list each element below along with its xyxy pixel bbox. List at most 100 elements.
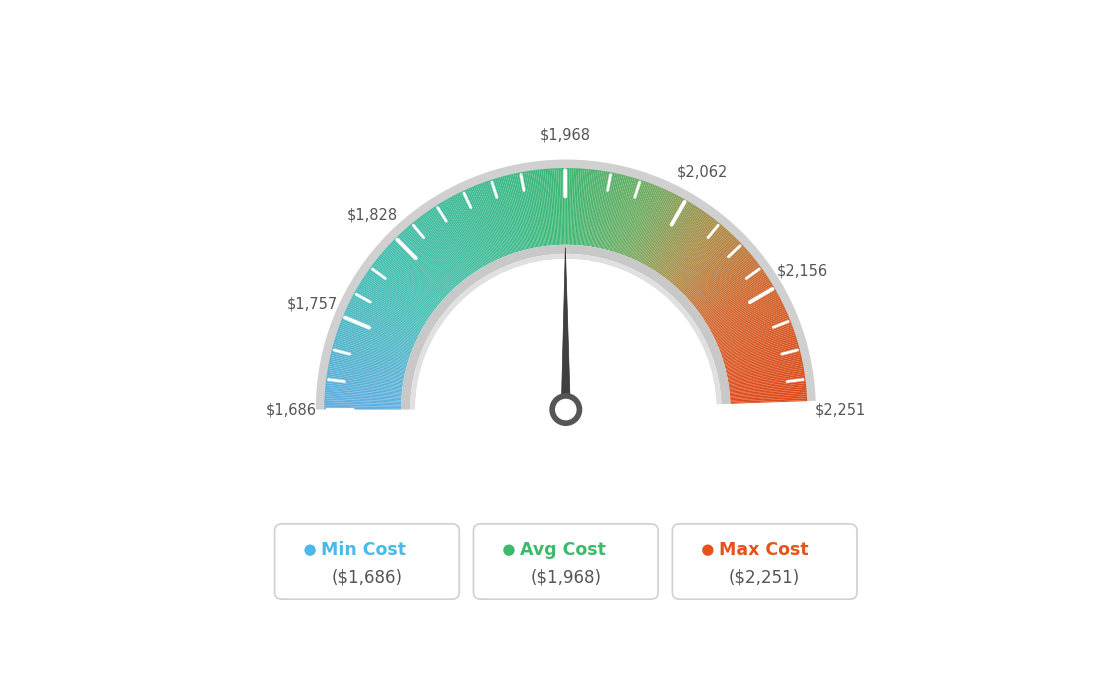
- Wedge shape: [640, 195, 677, 264]
- Wedge shape: [715, 308, 786, 342]
- Wedge shape: [712, 298, 781, 335]
- Wedge shape: [703, 275, 767, 319]
- Wedge shape: [552, 168, 558, 245]
- Wedge shape: [328, 366, 404, 381]
- Wedge shape: [585, 170, 596, 246]
- Wedge shape: [617, 180, 643, 253]
- Wedge shape: [590, 170, 602, 246]
- Wedge shape: [721, 326, 793, 354]
- Wedge shape: [513, 173, 531, 248]
- Wedge shape: [707, 284, 773, 324]
- Wedge shape: [611, 177, 634, 251]
- Wedge shape: [365, 274, 429, 318]
- Wedge shape: [388, 246, 445, 299]
- Wedge shape: [616, 179, 640, 253]
- Wedge shape: [705, 280, 771, 322]
- Wedge shape: [699, 266, 761, 313]
- Wedge shape: [509, 175, 529, 249]
- FancyBboxPatch shape: [474, 524, 658, 599]
- Wedge shape: [592, 171, 605, 247]
- Wedge shape: [378, 257, 438, 306]
- Wedge shape: [521, 172, 537, 248]
- Wedge shape: [442, 201, 482, 268]
- Wedge shape: [465, 190, 498, 260]
- Wedge shape: [692, 254, 752, 304]
- Wedge shape: [698, 264, 760, 312]
- Wedge shape: [423, 214, 469, 277]
- Wedge shape: [626, 185, 657, 257]
- Text: Max Cost: Max Cost: [719, 541, 808, 559]
- Wedge shape: [341, 319, 413, 349]
- Wedge shape: [431, 209, 475, 273]
- Wedge shape: [397, 235, 452, 291]
- Wedge shape: [503, 176, 524, 250]
- Wedge shape: [637, 192, 672, 262]
- Wedge shape: [386, 247, 444, 299]
- Wedge shape: [608, 176, 629, 250]
- Wedge shape: [327, 373, 403, 386]
- Wedge shape: [728, 364, 804, 380]
- Wedge shape: [328, 364, 404, 380]
- Wedge shape: [721, 330, 794, 356]
- Wedge shape: [337, 331, 410, 357]
- Wedge shape: [570, 168, 573, 245]
- Wedge shape: [614, 179, 638, 253]
- Wedge shape: [625, 184, 655, 256]
- Wedge shape: [670, 222, 720, 283]
- Wedge shape: [379, 255, 438, 306]
- Wedge shape: [477, 184, 507, 256]
- Wedge shape: [638, 193, 673, 262]
- Wedge shape: [687, 246, 744, 299]
- Wedge shape: [495, 178, 519, 252]
- Wedge shape: [340, 322, 412, 351]
- Wedge shape: [400, 233, 453, 290]
- Wedge shape: [331, 349, 406, 370]
- Wedge shape: [710, 292, 777, 330]
- Wedge shape: [634, 190, 667, 260]
- Wedge shape: [455, 195, 491, 264]
- Wedge shape: [709, 288, 776, 328]
- Wedge shape: [410, 254, 722, 410]
- Wedge shape: [730, 383, 806, 393]
- Wedge shape: [420, 217, 467, 279]
- Wedge shape: [729, 372, 805, 385]
- Wedge shape: [704, 279, 769, 322]
- Wedge shape: [645, 198, 683, 266]
- Wedge shape: [375, 260, 436, 308]
- Wedge shape: [679, 233, 732, 290]
- Wedge shape: [696, 262, 757, 310]
- Wedge shape: [716, 310, 787, 343]
- Text: Avg Cost: Avg Cost: [520, 541, 606, 559]
- Wedge shape: [403, 230, 456, 288]
- Wedge shape: [401, 233, 454, 289]
- Wedge shape: [566, 168, 567, 245]
- Wedge shape: [329, 362, 404, 379]
- Wedge shape: [714, 305, 784, 339]
- Wedge shape: [325, 402, 401, 406]
- Text: $1,828: $1,828: [347, 208, 399, 222]
- Wedge shape: [703, 277, 768, 320]
- Wedge shape: [693, 257, 754, 306]
- Wedge shape: [527, 171, 540, 247]
- Wedge shape: [374, 262, 436, 310]
- Wedge shape: [684, 241, 741, 296]
- Wedge shape: [367, 273, 431, 317]
- Wedge shape: [701, 270, 764, 316]
- Wedge shape: [722, 333, 796, 359]
- Wedge shape: [566, 401, 819, 418]
- Wedge shape: [364, 275, 428, 319]
- Wedge shape: [335, 337, 408, 361]
- Wedge shape: [327, 372, 403, 385]
- Wedge shape: [331, 351, 406, 371]
- Wedge shape: [728, 366, 804, 381]
- Text: ($1,686): ($1,686): [331, 568, 403, 586]
- Wedge shape: [328, 368, 403, 382]
- Wedge shape: [359, 284, 425, 324]
- Polygon shape: [561, 248, 571, 418]
- Wedge shape: [682, 239, 737, 294]
- Wedge shape: [668, 220, 716, 281]
- Wedge shape: [330, 353, 405, 373]
- Wedge shape: [711, 295, 779, 333]
- Wedge shape: [448, 198, 487, 266]
- Wedge shape: [643, 196, 680, 264]
